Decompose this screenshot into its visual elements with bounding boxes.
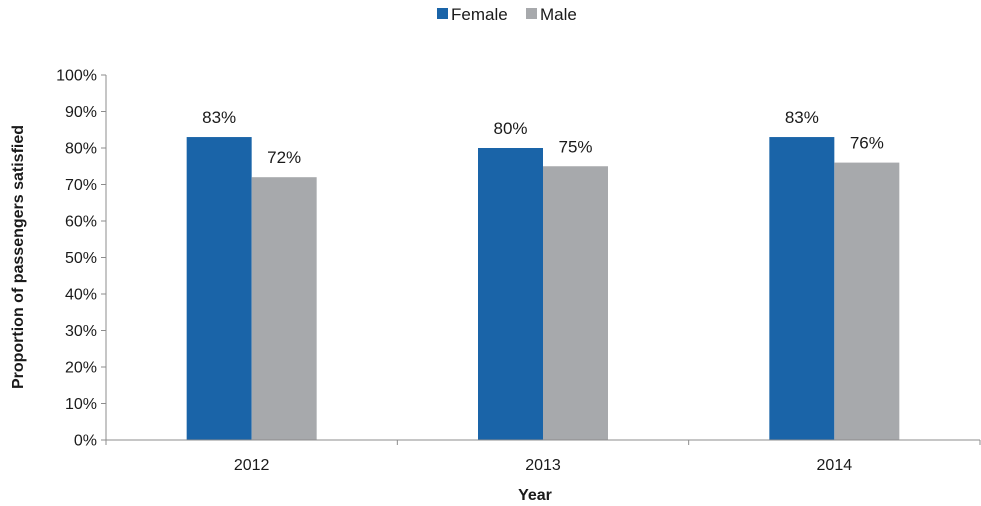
x-tick-label: 2014	[817, 457, 853, 474]
y-tick-label: 70%	[65, 177, 97, 194]
legend: Female Male	[437, 5, 577, 24]
x-axis-title: Year	[518, 487, 552, 504]
y-tick-label: 90%	[65, 104, 97, 121]
y-axis-ticks: 0% 10% 20% 30% 40% 50% 60% 70% 80% 90% 100%	[56, 68, 106, 450]
y-tick-label: 40%	[65, 287, 97, 304]
x-axis-ticks: 2012 2013 2014	[105, 440, 981, 474]
bar-female-2014	[769, 137, 835, 441]
y-tick-label: 10%	[65, 396, 97, 413]
legend-label-male: Male	[540, 5, 577, 24]
y-tick-label: 80%	[65, 141, 97, 158]
data-label-female-2012: 83%	[202, 108, 236, 127]
legend-swatch-female	[437, 8, 448, 19]
data-labels: 83% 72% 80% 75% 83% 76%	[202, 108, 884, 167]
data-label-male-2012: 72%	[267, 148, 301, 167]
data-label-female-2014: 83%	[785, 108, 819, 127]
bar-female-2013	[478, 148, 543, 440]
legend-swatch-male	[526, 8, 537, 19]
data-label-male-2013: 75%	[558, 137, 592, 156]
y-tick-label: 100%	[56, 68, 97, 85]
bar-male-2012	[251, 177, 317, 440]
y-tick-label: 60%	[65, 214, 97, 231]
legend-label-female: Female	[451, 5, 508, 24]
y-axis-title: Proportion of passengers satisfied	[10, 125, 27, 389]
data-label-male-2014: 76%	[850, 134, 884, 153]
x-tick-label: 2012	[234, 457, 270, 474]
y-tick-label: 30%	[65, 323, 97, 340]
y-tick-label: 20%	[65, 360, 97, 377]
x-tick-label: 2013	[525, 457, 561, 474]
bar-female-2012	[186, 137, 252, 441]
bars	[186, 137, 900, 441]
y-tick-label: 0%	[74, 433, 97, 450]
bar-male-2014	[834, 162, 900, 440]
bar-male-2013	[543, 166, 608, 440]
y-tick-label: 50%	[65, 250, 97, 267]
data-label-female-2013: 80%	[493, 119, 527, 138]
